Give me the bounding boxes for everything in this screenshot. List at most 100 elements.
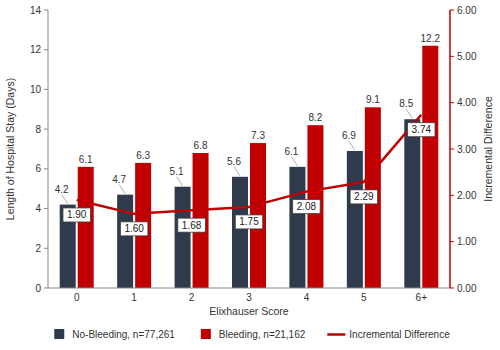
legend-item: No-Bleeding, n=77,261 [54,329,175,340]
y-tick [44,129,48,130]
label-box [235,215,262,229]
y2-axis-title: Incremental Difference [482,96,494,202]
data-label: 4.7 [112,174,126,185]
x-tick-label: 3 [246,292,252,303]
data-label: 5.1 [170,166,184,177]
line-label: 2.08 [293,200,320,214]
data-labels: 4.2 4.7 5.1 5.6 6.1 6.9 8.5 6.1 6.3 6.8 7.3 8.2 9.1 1… [55,33,441,236]
line-label: 1.90 [63,208,90,222]
data-label: 1.90 [67,209,87,220]
leader-line [119,185,125,194]
data-label: 6.1 [284,146,298,157]
y-axis-title: Length of Hospital Stay (Days) [4,78,16,220]
axes: 024681012140.001.002.003.004.005.006.000… [30,5,477,304]
y2-tick [450,102,454,103]
data-label: 4.2 [55,184,69,195]
y2-tick-label: 0.00 [457,283,477,294]
x-tick-label: 4 [304,292,310,303]
data-label: 6.3 [136,150,150,161]
data-label: 8.2 [308,112,322,123]
label-box [178,218,205,232]
line-label: 1.75 [235,215,262,229]
data-label: 6.8 [194,140,208,151]
leader-line [62,195,68,204]
y-tick-label: 6 [35,163,41,174]
bar [78,167,94,288]
legend-item: Incremental Difference [327,329,450,340]
y-tick-label: 2 [35,243,41,254]
label-box [293,200,320,214]
y-tick-label: 12 [30,44,42,55]
line-label: 1.60 [120,222,147,236]
chart: 4.2 4.7 5.1 5.6 6.1 6.9 8.5 6.1 6.3 6.8 7.3 8.2 9.1 1… [0,0,500,350]
y2-tick-label: 5.00 [457,51,477,62]
data-label: 8.5 [399,98,413,109]
y-tick-label: 14 [30,5,42,16]
y2-tick-label: 6.00 [457,5,477,16]
legend-label: Bleeding, n=21,162 [219,329,306,340]
leader-line [177,177,183,186]
legend-label: No-Bleeding, n=77,261 [72,329,175,340]
y-tick [44,248,48,249]
bar [404,119,420,288]
x-axis-title: Elixhauser Score [209,305,289,317]
data-label: 12.2 [421,33,441,44]
y2-tick [450,149,454,150]
leader-line [406,109,412,118]
y-tick-label: 4 [35,203,41,214]
label-box [408,123,435,137]
data-label: 6.1 [79,154,93,165]
data-label: 1.75 [239,216,259,227]
legend-swatch [54,329,64,339]
y-axis-line [48,10,49,288]
bar [289,167,305,288]
legend: No-Bleeding, n=77,261 Bleeding, n=21,162 I… [54,329,450,340]
y-tick [44,208,48,209]
y-tick-label: 10 [30,84,42,95]
data-label: 1.60 [124,223,144,234]
x-tick-label: 5 [361,292,367,303]
y-tick [44,168,48,169]
data-label: 9.1 [366,94,380,105]
x-tick-label: 1 [131,292,137,303]
y2-tick [450,241,454,242]
y-tick [44,288,48,289]
data-label: 5.6 [227,156,241,167]
label-box [120,222,147,236]
bar [175,187,191,288]
data-label: 3.74 [412,124,432,135]
data-label: 7.3 [251,130,265,141]
legend-swatch [327,333,345,336]
x-tick-label: 0 [74,292,80,303]
y2-tick-label: 1.00 [457,236,477,247]
y-tick-label: 8 [35,124,41,135]
line [77,115,422,214]
label-box [63,208,90,222]
legend-swatch [201,329,211,339]
leader-line [234,167,240,176]
bar [117,195,133,288]
legend-item: Bleeding, n=21,162 [201,329,306,340]
bar [422,46,438,288]
x-tick-label: 6+ [416,292,428,303]
y2-tick-label: 3.00 [457,144,477,155]
y2-tick-label: 2.00 [457,190,477,201]
leader-line [291,157,297,166]
y2-tick [450,288,454,289]
x-axis-line [48,288,450,289]
y-tick [44,10,48,11]
bar [347,151,363,288]
y2-tick-label: 4.00 [457,97,477,108]
data-label: 2.29 [354,191,374,202]
label-box [350,190,377,204]
bar [232,177,248,288]
data-label: 6.9 [342,130,356,141]
y-tick [44,49,48,50]
y-tick [44,89,48,90]
y-tick-label: 0 [35,283,41,294]
leader-line [349,141,355,150]
y2-tick [450,56,454,57]
line-label: 1.68 [178,218,205,232]
y2-tick [450,195,454,196]
x-tick-label: 2 [189,292,195,303]
